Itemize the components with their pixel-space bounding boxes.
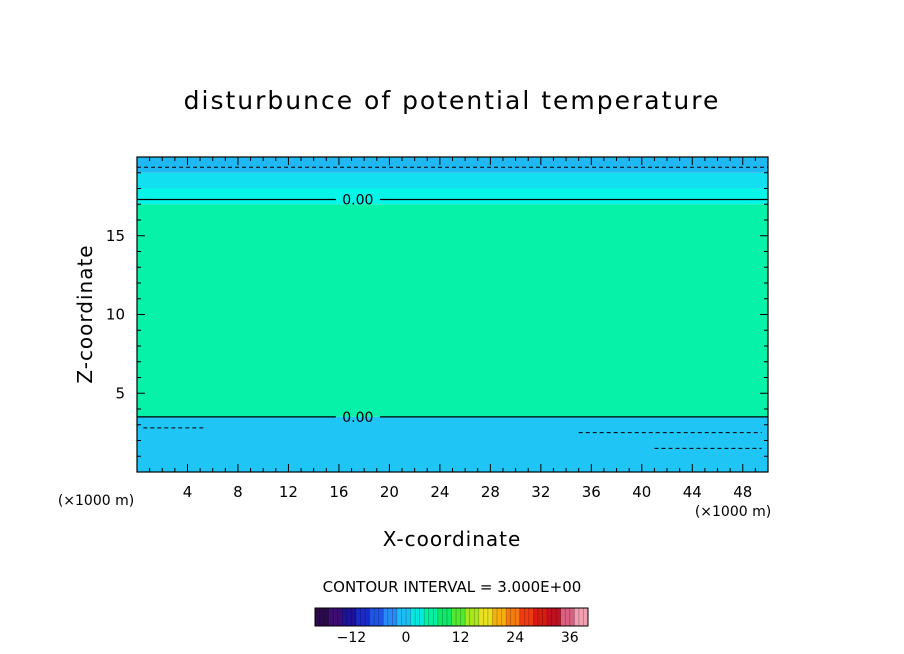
x-tick-label: 24 [430, 483, 449, 501]
x-tick-label: 16 [329, 483, 348, 501]
y-tick-label: 5 [115, 384, 125, 402]
colorbar-tick-label: 36 [561, 630, 579, 646]
colorbar-frame [314, 607, 589, 627]
colorbar-tick-label: 0 [402, 630, 411, 646]
color-band [137, 172, 768, 189]
colorbar-segment [410, 608, 425, 626]
x-tick-label: 36 [582, 483, 601, 501]
colorbar-segment [506, 608, 521, 626]
colorbar-segment [465, 608, 480, 626]
x-tick-label: 8 [233, 483, 243, 501]
y-tick-label: 10 [106, 306, 125, 324]
colorbar-segment [547, 608, 561, 626]
colorbar-tick-label: −12 [337, 630, 367, 646]
colorbar-segment [383, 608, 398, 626]
contour-interval-text: CONTOUR INTERVAL = 3.000E+00 [323, 578, 582, 596]
colorbar-segment [355, 608, 370, 626]
x-tick-label: 20 [380, 483, 399, 501]
colorbar-tick-label: 24 [506, 630, 524, 646]
x-tick-label: 32 [531, 483, 550, 501]
colorbar-segment [328, 608, 343, 626]
x-unit-label: (×1000 m) [695, 504, 771, 520]
axis-ticks [136, 156, 769, 473]
colorbar-segment [492, 608, 507, 626]
colorbar-segment [560, 608, 575, 626]
colorbar-segment [369, 608, 384, 626]
colorbar-segment [574, 608, 589, 626]
colorbar-segment [533, 608, 548, 626]
colorbar-segment [342, 608, 357, 626]
x-tick-label: 40 [632, 483, 651, 501]
colorbar-segment [451, 608, 466, 626]
colorbar-segment [424, 608, 439, 626]
colorbar-segment [437, 608, 452, 626]
y-unit-label: (×1000 m) [58, 493, 134, 509]
contour-label: 0.00 [342, 193, 373, 209]
colorbar-segment [396, 608, 411, 626]
color-band [137, 204, 768, 417]
plot-fill [137, 157, 768, 472]
colorbar-tick-label: 12 [452, 630, 470, 646]
colorbar-segment [478, 608, 493, 626]
colorbar-tick-labels: −12 0 12 24 36 [337, 630, 579, 646]
color-band [137, 188, 768, 205]
x-tick-label: 48 [733, 483, 752, 501]
contour-label: 0.00 [342, 410, 373, 426]
y-axis-label: Z-coordinate [73, 244, 97, 383]
x-axis-label: X-coordinate [383, 527, 522, 551]
colorbar [314, 607, 589, 627]
chart-title: disturbunce of potential temperature [183, 86, 721, 115]
colorbar-segment [519, 608, 534, 626]
x-tick-label: 4 [183, 483, 193, 501]
color-band [137, 157, 768, 173]
colorbar-segment [315, 608, 329, 626]
x-tick-label: 44 [683, 483, 702, 501]
color-band [137, 416, 768, 472]
contour-lines: 0.00 0.00 [137, 166, 768, 449]
x-tick-label: 12 [279, 483, 298, 501]
x-tick-label: 28 [481, 483, 500, 501]
y-tick-label: 15 [106, 227, 125, 245]
